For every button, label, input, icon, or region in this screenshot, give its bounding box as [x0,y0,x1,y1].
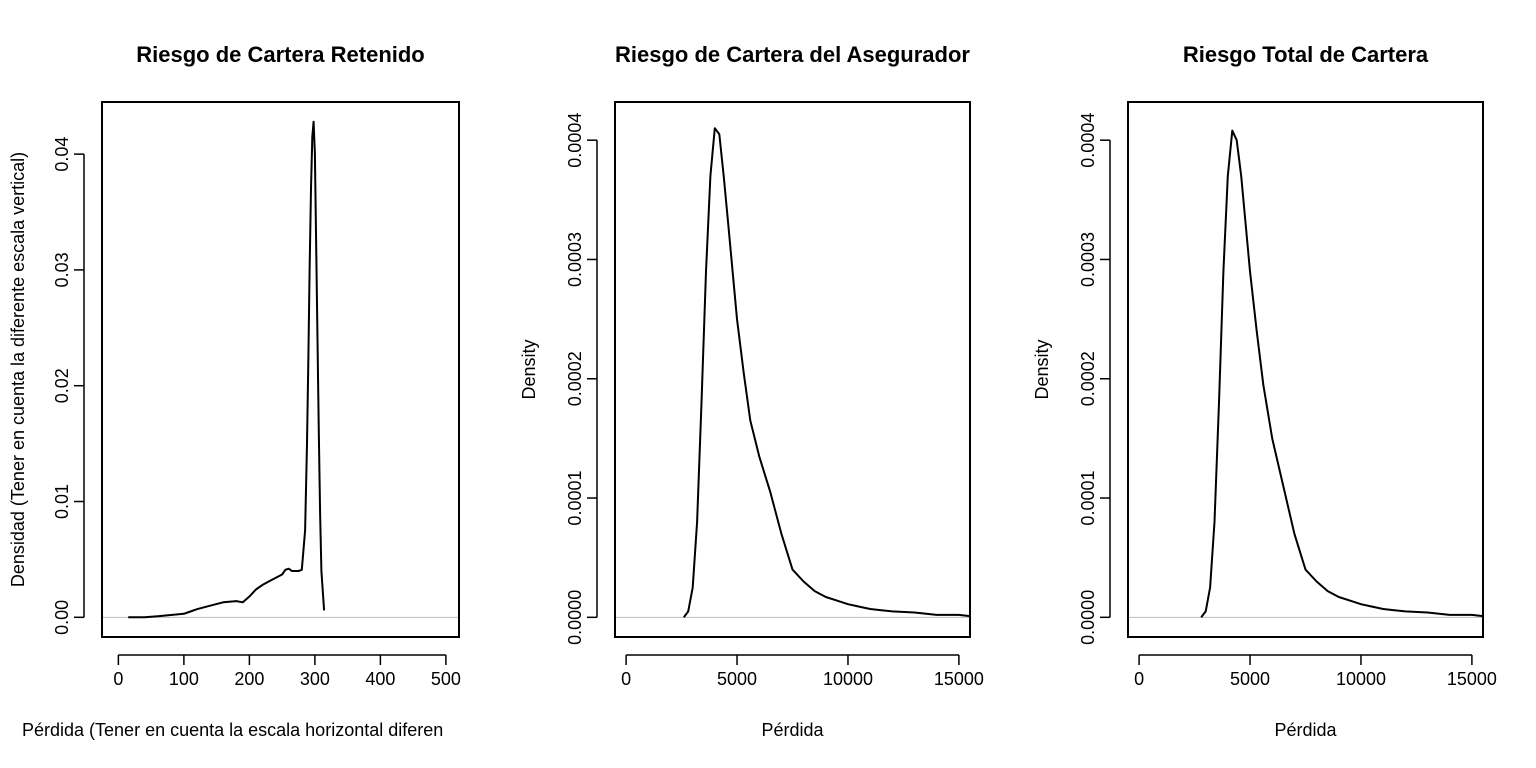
y-tick-label: 0.0002 [1078,351,1098,406]
x-tick-label: 15000 [934,669,984,689]
chart-title: Riesgo Total de Cartera [1183,42,1429,67]
x-tick-label: 500 [431,669,461,689]
panel-total: Riesgo Total de Cartera 0 5000 10000 15000 0.… [1032,42,1497,740]
density-curve [1200,129,1484,618]
density-curve [128,120,326,619]
x-axis-label: Pérdida (Tener en cuenta la escala horiz… [22,720,443,740]
x-tick-label: 5000 [717,669,757,689]
y-tick-label: 0.02 [52,368,72,403]
y-tick-label: 0.0000 [1078,590,1098,645]
x-tick-label: 300 [300,669,330,689]
chart-title: Riesgo de Cartera del Asegurador [615,42,970,67]
plot-frame [1127,101,1484,638]
y-tick-label: 0.0003 [565,232,585,287]
y-tick-label: 0.03 [52,252,72,287]
x-tick-label: 15000 [1447,669,1497,689]
y-tick-label: 0.01 [52,484,72,519]
x-tick-label: 400 [365,669,395,689]
chart-title: Riesgo de Cartera Retenido [136,42,425,67]
x-tick-label: 100 [169,669,199,689]
y-axis-label: Density [1032,339,1052,399]
y-tick-label: 0.0002 [565,351,585,406]
panel-retenido: Riesgo de Cartera Retenido 0 100 200 300 400 5… [8,42,461,740]
x-tick-label: 10000 [823,669,873,689]
x-tick-label: 200 [234,669,264,689]
plot-frame [101,101,460,638]
density-curve [682,127,971,618]
y-tick-label: 0.0004 [1078,113,1098,168]
y-tick-label: 0.04 [52,137,72,172]
y-tick-label: 0.00 [52,600,72,635]
x-axis-label: Pérdida [1274,720,1337,740]
x-tick-label: 0 [113,669,123,689]
x-tick-label: 0 [621,669,631,689]
y-tick-label: 0.0004 [565,113,585,168]
x-tick-label: 10000 [1336,669,1386,689]
plot-frame [614,101,971,638]
y-tick-label: 0.0000 [565,590,585,645]
x-axis-label: Pérdida [761,720,824,740]
y-axis-label: Density [519,339,539,399]
y-tick-label: 0.0003 [1078,232,1098,287]
y-axis-label: Densidad (Tener en cuenta la diferente e… [8,152,28,587]
y-tick-label: 0.0001 [565,470,585,525]
panel-asegurador: Riesgo de Cartera del Asegurador 0 5000 100… [519,42,984,740]
x-tick-label: 0 [1134,669,1144,689]
x-tick-label: 5000 [1230,669,1270,689]
y-tick-label: 0.0001 [1078,470,1098,525]
